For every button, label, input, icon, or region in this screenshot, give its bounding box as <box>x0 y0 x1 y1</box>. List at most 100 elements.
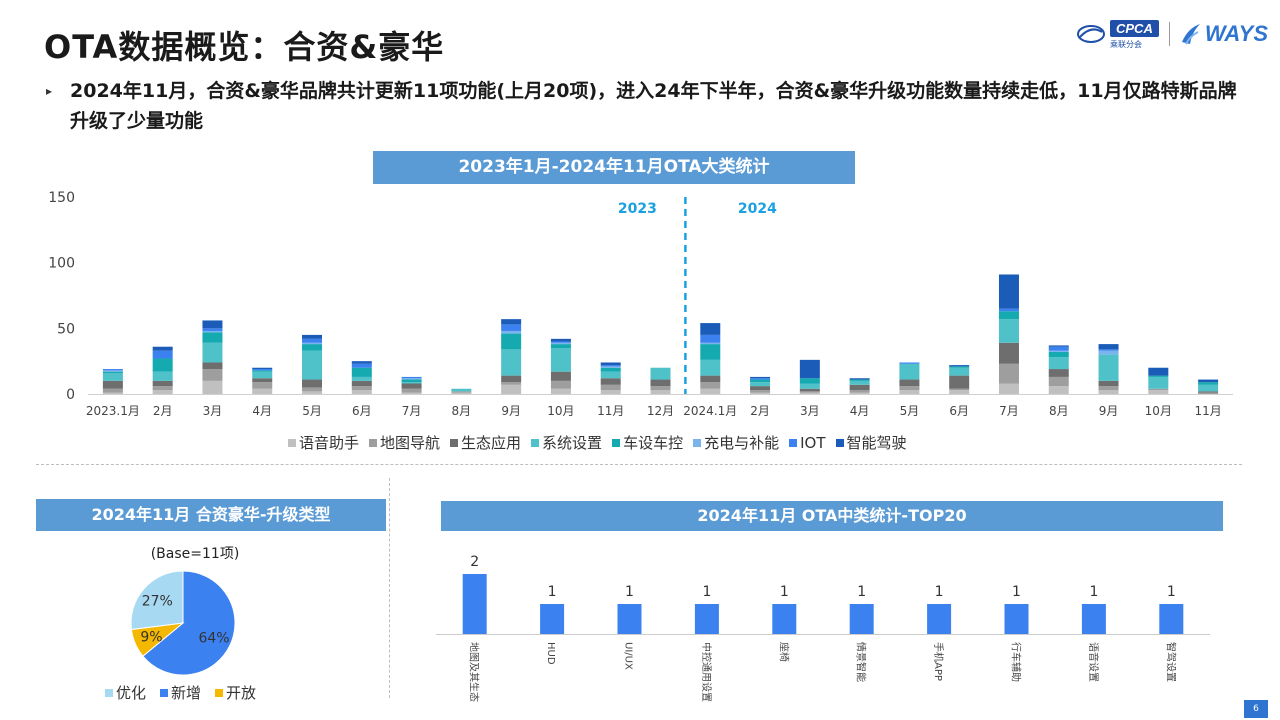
bar-segment <box>550 341 571 343</box>
legend-item: 语音助手 <box>288 432 359 453</box>
ways-logo: WAYS <box>1180 21 1268 47</box>
bar-segment <box>600 365 621 367</box>
bar-segment <box>1198 379 1219 383</box>
legend-label: 新增 <box>171 684 202 702</box>
legend-label: 开放 <box>226 684 257 702</box>
bar-segment <box>750 379 771 383</box>
bar-segment <box>252 388 273 394</box>
bar-segment <box>650 379 671 387</box>
bar-segment <box>799 392 820 394</box>
bar-segment <box>998 311 1019 320</box>
legend-label: 优化 <box>116 684 147 702</box>
bar-segment <box>949 375 970 389</box>
bar-segment <box>600 384 621 391</box>
bar-segment <box>351 386 372 391</box>
x-tick-label: 2月 <box>153 404 173 418</box>
y-tick-label: 50 <box>57 321 75 337</box>
bar-segment <box>1048 350 1069 352</box>
legend-label: 充电与补能 <box>704 434 780 452</box>
logo-group: CPCA 乘联分会 WAYS <box>1076 18 1268 50</box>
legend-swatch <box>450 438 459 447</box>
bar-segment <box>152 350 173 359</box>
bar-segment <box>750 382 771 387</box>
bar-segment <box>102 372 123 381</box>
pie-legend-item: 优化 <box>105 682 146 703</box>
legend-label: 生态应用 <box>461 434 522 452</box>
bar-segment <box>351 363 372 368</box>
bar-segment <box>1048 351 1069 358</box>
legend-item: 充电与补能 <box>693 432 779 453</box>
bar-segment <box>700 344 721 360</box>
bar-segment <box>302 391 323 394</box>
bar-segment <box>252 371 273 379</box>
bar-segment <box>799 391 820 393</box>
legend-swatch <box>160 688 169 697</box>
bar-segment <box>899 386 920 391</box>
bar-segment <box>700 388 721 394</box>
bar-value-label: 1 <box>625 584 634 600</box>
legend-item: 生态应用 <box>450 432 521 453</box>
year-label-2024: 2024 <box>738 201 777 217</box>
bar-segment <box>799 383 820 389</box>
pie-slice-label: 9% <box>140 630 162 646</box>
bar-segment <box>949 367 970 376</box>
bar-segment <box>700 342 721 345</box>
legend-item: 车设车控 <box>612 432 683 453</box>
bar-segment <box>1098 350 1119 355</box>
bar-segment <box>998 274 1019 309</box>
bar-segment <box>1198 384 1219 392</box>
bar-segment <box>600 366 621 368</box>
bar-segment <box>302 387 323 392</box>
bar-segment <box>650 367 671 380</box>
bar-segment <box>501 333 522 350</box>
bar-segment <box>849 380 870 385</box>
bar-segment <box>1198 392 1219 394</box>
bar-segment <box>849 384 870 391</box>
bar-segment <box>202 332 223 343</box>
bar-segment <box>998 319 1019 343</box>
bar-segment <box>401 392 422 394</box>
bar-segment <box>202 328 223 331</box>
x-tick-label: 10月 <box>1145 404 1172 418</box>
legend-swatch <box>369 438 378 447</box>
bar-segment <box>750 376 771 379</box>
bar-segment <box>1098 390 1119 394</box>
category-label: 地图及其生态 <box>468 642 481 702</box>
pie-legend-item: 开放 <box>215 682 256 703</box>
bar-segment <box>600 371 621 379</box>
cpca-emblem-icon <box>1077 25 1105 43</box>
year-label-2023: 2023 <box>618 201 657 217</box>
bar-segment <box>501 382 522 385</box>
x-tick-label: 4月 <box>252 404 272 418</box>
bar-segment <box>152 371 173 381</box>
bar <box>462 574 487 634</box>
bar-segment <box>550 342 571 345</box>
x-tick-label: 5月 <box>302 404 322 418</box>
bar-segment <box>501 384 522 394</box>
bar-segment <box>1048 357 1069 370</box>
bar-value-label: 2 <box>470 554 479 570</box>
bar-segment <box>550 380 571 389</box>
y-tick-label: 0 <box>66 387 75 403</box>
y-tick-label: 150 <box>48 190 75 206</box>
cpca-logo-subtext: 乘联分会 <box>1110 40 1142 49</box>
bar-segment <box>600 378 621 385</box>
page-title: OTA数据概览：合资&豪华 <box>44 28 445 66</box>
bar <box>772 604 797 634</box>
bar-segment <box>899 363 920 380</box>
category-label: 手机APP <box>932 642 945 681</box>
bar-segment <box>401 379 422 383</box>
legend-swatch <box>215 688 224 697</box>
bar-segment <box>1198 391 1219 393</box>
legend-item: 系统设置 <box>531 432 602 453</box>
bar-value-label: 1 <box>1167 584 1176 600</box>
category-label: 智驾设置 <box>1164 642 1177 682</box>
cpca-logo: CPCA 乘联分会 <box>1076 18 1159 50</box>
x-tick-label: 8月 <box>1049 404 1069 418</box>
bar-segment <box>401 382 422 384</box>
x-tick-label: 2月 <box>750 404 770 418</box>
bar-segment <box>949 390 970 394</box>
main-chart-title: 2023年1月-2024年11月OTA大类统计 <box>373 151 855 184</box>
bar <box>617 604 642 634</box>
bar-segment <box>1148 367 1169 376</box>
